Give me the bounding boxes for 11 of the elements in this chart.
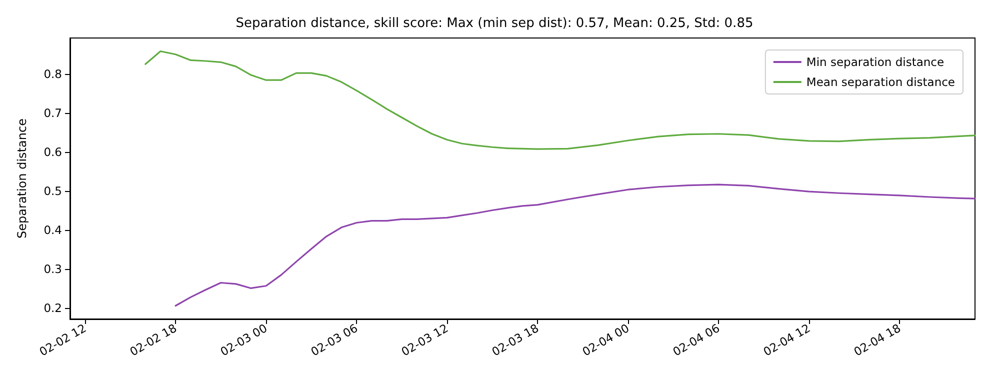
y-tick-label: 0.4 [44,223,62,238]
y-tick-label: 0.2 [44,301,62,316]
y-tick-label: 0.8 [44,67,62,82]
y-axis-title: Separation distance [15,118,29,238]
legend-label: Min separation distance [806,55,944,69]
y-tick-label: 0.5 [44,184,62,198]
y-tick-label: 0.7 [44,106,62,120]
chart-title: Separation distance, skill score: Max (min sep dist): 0.57, Mean: 0.25, Std: 0.85 [236,16,754,31]
legend-label: Mean separation distance [806,75,956,89]
y-tick-label: 0.6 [44,145,62,160]
y-tick-label: 0.3 [44,262,62,276]
